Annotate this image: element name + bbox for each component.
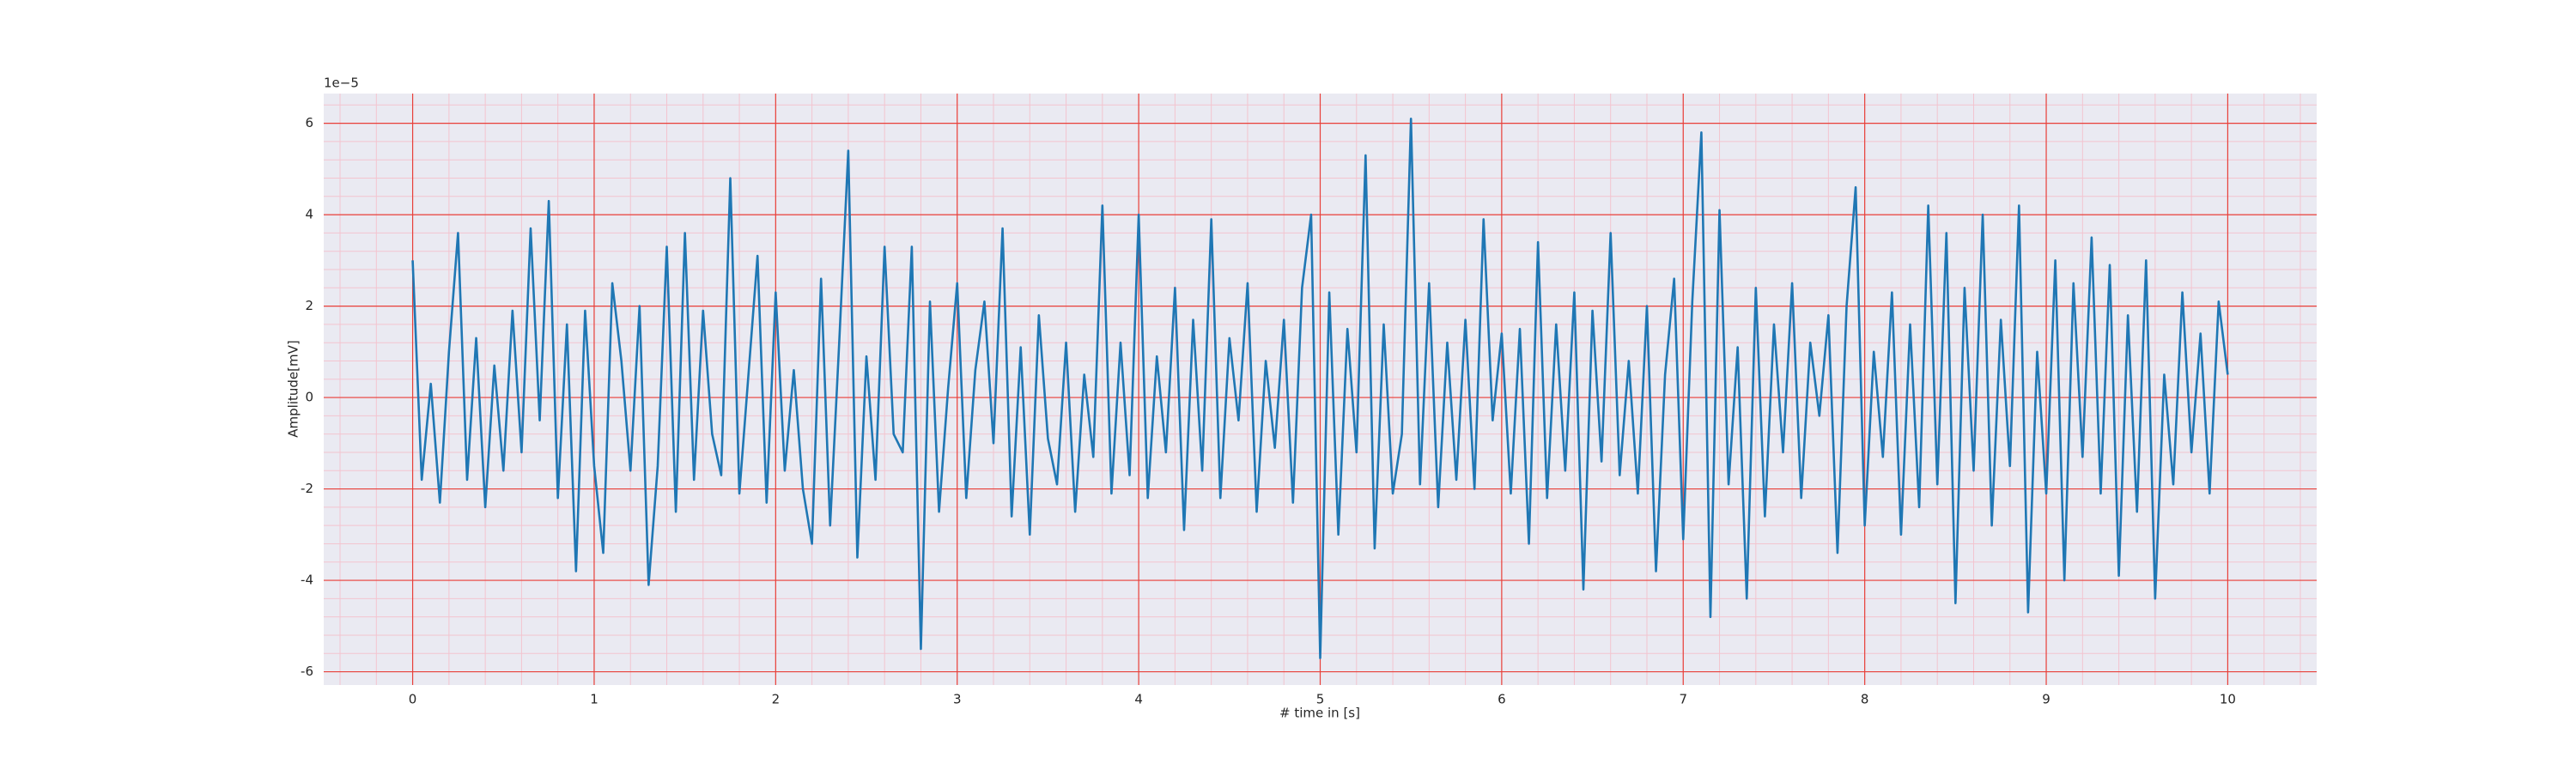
offset-label: 1e−5	[324, 76, 359, 91]
y-tick-label: -4	[301, 573, 313, 588]
x-tick-label: 0	[409, 692, 417, 707]
x-tick-label: 3	[953, 692, 962, 707]
y-axis-label: Amplitude[mV]	[286, 340, 301, 437]
y-tick-label: 0	[305, 390, 313, 405]
line	[411, 117, 2229, 659]
x-tick-label: 2	[772, 692, 781, 707]
y-tick-label: -2	[301, 481, 313, 496]
x-tick-label: 5	[1316, 692, 1325, 707]
x-tick-label: 7	[1679, 692, 1687, 707]
y-tick-label: -6	[301, 664, 313, 679]
x-tick-label: 10	[2220, 692, 2236, 707]
x-tick-label: 8	[1861, 692, 1869, 707]
x-tick-label: 1	[590, 692, 598, 707]
x-axis-label: # time in [s]	[1279, 706, 1360, 721]
x-tick-label: 6	[1498, 692, 1506, 707]
y-tick-label: 4	[305, 207, 313, 222]
y-tick-label: 6	[305, 115, 313, 130]
y-tick-label: 2	[305, 298, 313, 313]
x-tick-label: 9	[2042, 692, 2050, 707]
x-tick-label: 4	[1134, 692, 1143, 707]
